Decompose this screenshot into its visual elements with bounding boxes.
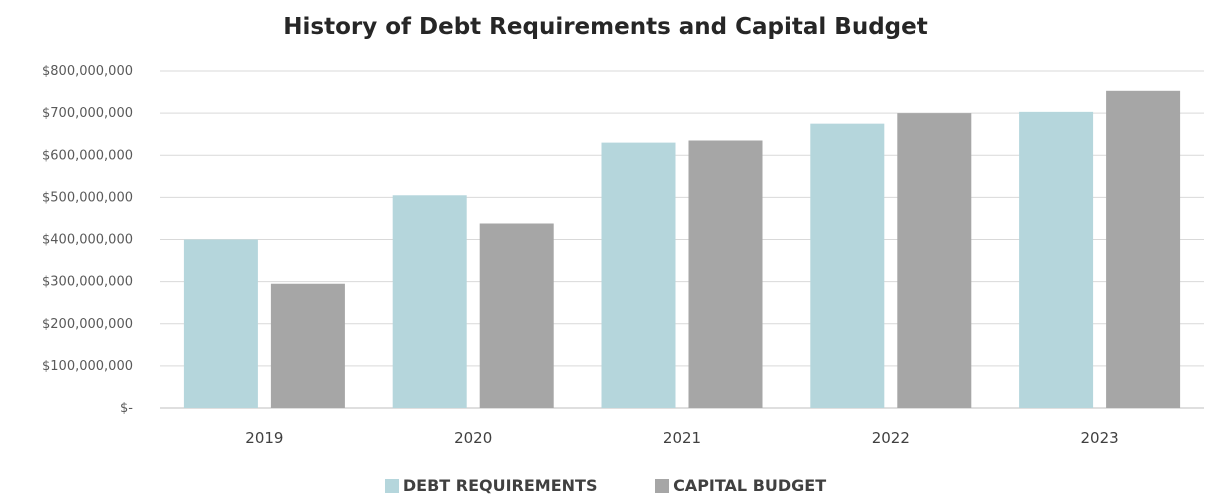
x-tick-label: 2021 — [663, 429, 701, 447]
y-tick-label: $600,000,000 — [42, 148, 133, 163]
y-tick-label: $100,000,000 — [42, 359, 133, 374]
bar-capital-budget-2021 — [688, 140, 763, 408]
y-tick-label: $800,000,000 — [42, 64, 133, 79]
x-tick-label: 2023 — [1081, 429, 1119, 447]
bars — [183, 90, 1181, 409]
bar-capital-budget-2023 — [1106, 90, 1181, 408]
y-tick-label: $200,000,000 — [42, 317, 133, 332]
x-tick-label: 2019 — [245, 429, 283, 447]
bar-chart: $- $100,000,000 $200,000,000 $300,000,000 $4… — [42, 64, 1204, 447]
legend-swatch-capital-budget — [655, 478, 670, 493]
x-tick-label: 2022 — [872, 429, 910, 447]
bar-capital-budget-2019 — [270, 283, 345, 408]
y-tick-label: $400,000,000 — [42, 233, 133, 248]
y-tick-label: $500,000,000 — [42, 190, 133, 205]
bar-debt-requirements-2023 — [1019, 111, 1094, 408]
bar-debt-requirements-2019 — [183, 239, 258, 408]
chart-title: History of Debt Requirements and Capital… — [283, 14, 928, 40]
y-tick-label: $- — [120, 401, 133, 416]
bar-debt-requirements-2020 — [392, 195, 467, 408]
bar-debt-requirements-2021 — [601, 142, 676, 409]
legend-label-debt-requirements: DEBT REQUIREMENTS — [402, 476, 598, 495]
y-tick-label: $300,000,000 — [42, 275, 133, 290]
bar-capital-budget-2022 — [897, 113, 972, 408]
bar-capital-budget-2020 — [479, 223, 554, 408]
y-tick-label: $700,000,000 — [42, 106, 133, 121]
legend-item-capital-budget: CAPITAL BUDGET — [655, 476, 826, 495]
bar-debt-requirements-2022 — [810, 123, 885, 408]
x-axis-ticks: 2019 2020 2021 2022 2023 — [245, 429, 1118, 447]
legend-swatch-debt-requirements — [384, 478, 399, 493]
y-axis-ticks: $- $100,000,000 $200,000,000 $300,000,000 $4… — [42, 64, 133, 416]
x-tick-label: 2020 — [454, 429, 492, 447]
legend-label-capital-budget: CAPITAL BUDGET — [673, 476, 827, 495]
legend: DEBT REQUIREMENTS CAPITAL BUDGET — [0, 476, 1211, 497]
legend-item-debt-requirements: DEBT REQUIREMENTS — [384, 476, 598, 495]
